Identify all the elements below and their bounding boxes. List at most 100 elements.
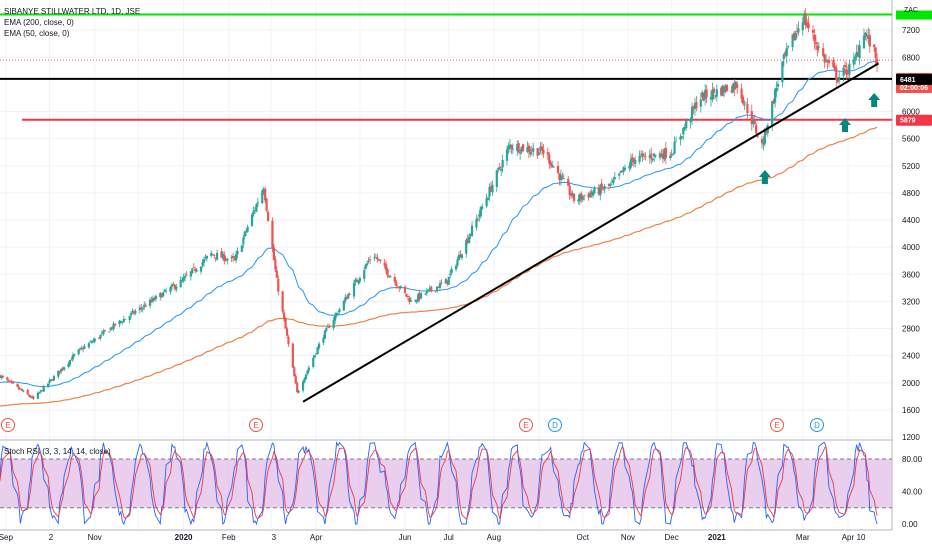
candle-body	[63, 367, 66, 370]
candle-body	[262, 189, 265, 193]
event-marker-dividend[interactable]	[548, 418, 562, 432]
stoch-lines	[0, 440, 878, 526]
candle-body	[658, 153, 662, 158]
candle-body	[73, 354, 76, 356]
event-marker-dividend[interactable]	[810, 418, 824, 432]
event-marker-label: E	[5, 421, 10, 430]
candle-body	[454, 265, 458, 270]
price-tick-label: 4400	[902, 216, 920, 225]
candle-body	[508, 144, 512, 148]
candle-body	[670, 154, 673, 156]
event-marker-earnings[interactable]	[1, 418, 15, 432]
candle-body	[846, 71, 850, 73]
candle-body	[283, 312, 286, 320]
candle-body	[399, 286, 402, 289]
candle-body	[784, 51, 787, 55]
candle-body	[189, 271, 192, 277]
candle-body	[744, 102, 748, 104]
time-axis-label: Oct	[577, 533, 590, 542]
candle-body	[191, 268, 194, 273]
resistance-badge	[896, 114, 932, 126]
price-tick-label: 3200	[902, 297, 920, 306]
candle-body	[51, 380, 54, 382]
event-marker-earnings[interactable]	[249, 418, 263, 432]
candle-body	[342, 300, 345, 311]
candle-body	[782, 54, 785, 60]
trendline[interactable]	[302, 62, 880, 403]
candle-body	[730, 90, 733, 93]
candle-body	[803, 15, 806, 24]
ema50-line	[0, 61, 878, 388]
candle-body	[306, 370, 309, 375]
candle-body	[226, 258, 229, 261]
horizontal-levels[interactable]	[0, 13, 892, 121]
candle-body	[36, 392, 39, 399]
candle-body	[90, 342, 93, 343]
candle-body	[469, 233, 472, 236]
candle-body	[546, 152, 549, 155]
candle-body	[175, 286, 178, 290]
candle-body	[725, 84, 729, 92]
ema200-line	[0, 126, 878, 407]
time-axis-label: 3	[272, 533, 277, 542]
candle-body	[32, 396, 35, 399]
candle-body	[864, 32, 867, 36]
candle-body	[81, 348, 85, 350]
up-arrow-icon	[839, 118, 852, 132]
candle-body	[285, 328, 289, 336]
candle-body	[335, 313, 338, 315]
candle-body	[672, 154, 675, 155]
axes: 7200680060005600520048004400400036003200…	[0, 26, 923, 542]
candle-body	[519, 152, 522, 154]
stoch-tick-label: 40.00	[902, 488, 923, 497]
candle-body	[663, 149, 666, 160]
candle-body	[26, 389, 29, 395]
candle-body	[772, 100, 775, 104]
candle-body	[16, 383, 19, 387]
candle-body	[437, 286, 440, 288]
ema50-legend[interactable]: EMA (50, close, 0)	[4, 29, 70, 38]
candle-body	[517, 143, 520, 153]
stoch-legend[interactable]: Stoch RSI (3, 3, 14, 14, close)	[4, 447, 111, 456]
candle-body	[313, 354, 316, 358]
candle-body	[154, 295, 157, 299]
price-tick-label: 2800	[902, 325, 920, 334]
candle-body	[195, 269, 198, 272]
candle-body	[446, 280, 449, 284]
event-marker-earnings[interactable]	[519, 418, 533, 432]
candle-body	[49, 379, 53, 381]
ema200-legend[interactable]: EMA (200, close, 0)	[4, 18, 74, 27]
time-axis-label: Apr	[842, 533, 855, 542]
candle-body	[374, 257, 377, 258]
candle-body	[651, 158, 654, 161]
candle-body	[852, 59, 855, 65]
candle-body	[746, 104, 749, 114]
candle-body	[393, 276, 396, 282]
candle-body	[172, 284, 175, 286]
candle-body	[355, 279, 359, 282]
grid	[0, 0, 893, 531]
candle-body	[609, 184, 612, 186]
candle-body	[680, 136, 683, 138]
trendline-layer[interactable]	[302, 62, 880, 403]
candle-body	[715, 89, 718, 97]
candle-body	[583, 195, 586, 197]
candle-body	[354, 280, 357, 283]
candle-body	[842, 67, 845, 76]
candle-body	[858, 45, 861, 58]
candle-body	[855, 51, 858, 57]
candle-body	[92, 340, 95, 343]
event-marker-label: D	[552, 421, 558, 430]
event-marker-earnings[interactable]	[770, 418, 784, 432]
candle-body	[607, 183, 611, 186]
time-axis-label: 2021	[708, 533, 726, 542]
candle-body	[113, 323, 117, 326]
candle-body	[261, 190, 264, 204]
candle-body	[505, 149, 509, 161]
candle-body	[287, 336, 290, 345]
candle-body	[333, 315, 337, 321]
candle-body	[52, 376, 56, 381]
candle-body	[641, 153, 644, 157]
symbol-title[interactable]: SIBANYE STILLWATER LTD, 1D, JSE	[4, 7, 141, 16]
